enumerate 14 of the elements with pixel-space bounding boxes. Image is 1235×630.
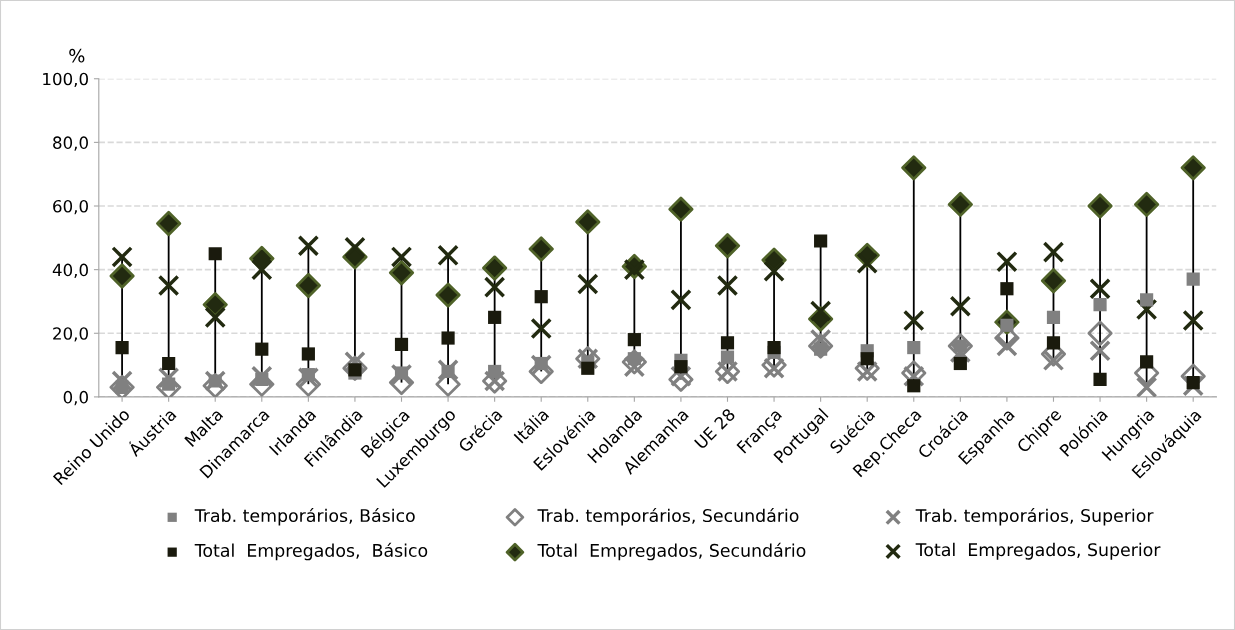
y-tick-label: 0,0 (63, 390, 88, 406)
y-tick-label: 80,0 (53, 136, 88, 151)
legend-label: Total Empregados, Secundário (537, 542, 806, 561)
y-tick-label: 20,0 (53, 327, 88, 342)
legend-label: Trab. temporários, Básico (194, 507, 415, 526)
y-axis-title: % (69, 48, 85, 63)
legend-label: Total Empregados, Superior (915, 542, 1161, 560)
legend-label: Total Empregados, Básico (194, 542, 428, 561)
y-tick-label: 100,0 (43, 72, 88, 88)
y-tick-label: 40,0 (52, 263, 88, 278)
x-tick-label: UE 28 (693, 407, 736, 450)
legend-label: Trab. temporários, Superior (915, 507, 1154, 526)
legend-label: Trab. temporários, Secundário (537, 507, 799, 526)
y-tick-label: 60,0 (53, 199, 88, 215)
